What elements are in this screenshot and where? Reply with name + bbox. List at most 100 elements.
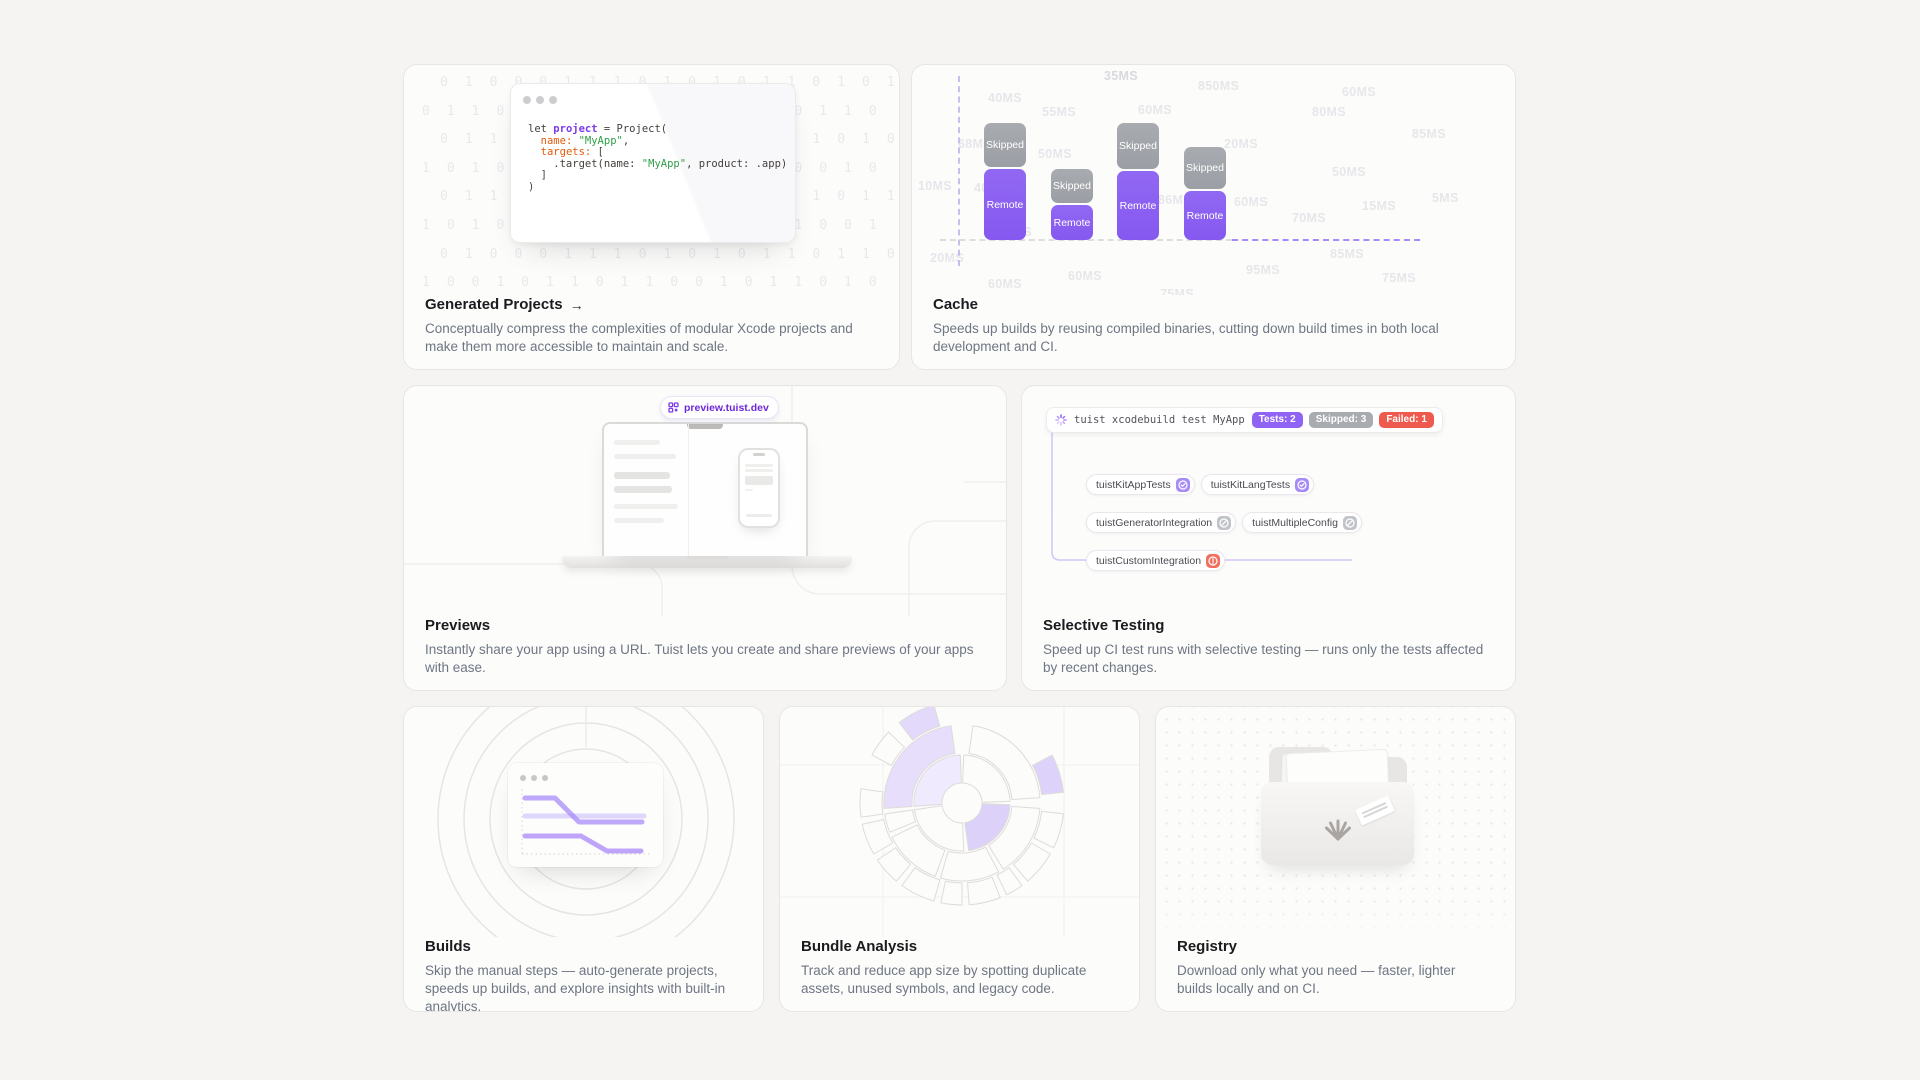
latency-label: 85MS [1412,127,1446,141]
folder-illustration [1261,747,1414,865]
card-description: Track and reduce app size by spotting du… [801,963,1087,996]
latency-label: 40MS [988,91,1022,105]
spinner-icon [1055,414,1067,426]
build-time-step-chart [521,789,650,855]
latency-label: 60MS [988,277,1022,291]
latency-label: 15MS [1362,199,1396,213]
window-controls-icon [523,96,557,104]
tuist-shell-icon [1324,819,1351,841]
window-controls-icon [520,775,548,781]
card-generated-projects[interactable]: 0100011101010110101011010011011010011001… [403,64,900,370]
laptop-screen [602,422,808,556]
latency-label: 35MS [1104,69,1138,83]
test-pill-row: tuistCustomIntegration [1086,550,1226,571]
card-previews[interactable]: preview.tuist.dev Previews Instantly sha… [403,385,1007,691]
test-pill-tuistMultipleConfig: tuistMultipleConfig [1242,512,1362,533]
test-pill-tuistKitLangTests: tuistKitLangTests [1200,474,1315,495]
card-title: Previews [425,617,491,634]
test-pill-tuistGeneratorIntegration: tuistGeneratorIntegration [1086,512,1237,533]
analytics-window [508,763,663,867]
latency-label: 50MS [1332,165,1366,179]
cache-bar: Skipped Remote [1117,65,1159,240]
card-description: Skip the manual steps — auto-generate pr… [425,963,726,1012]
card-registry[interactable]: Registry Download only what you need — f… [1155,706,1516,1012]
card-cache[interactable]: 35MS 850MS 60MS 40MS 55MS 60MS 80MS 68MS 50MS 20M… [911,64,1516,370]
test-pill-tuistKitAppTests: tuistKitAppTests [1086,474,1195,495]
badge-gray: Skipped: 3 [1308,412,1374,428]
latency-label: 5MS [1432,191,1459,205]
latency-label: 95MS [1246,263,1280,277]
latency-label: 68MS [958,137,992,151]
generated-projects-illustration: 0100011101010110101011010011011010011001… [404,65,899,295]
laptop-camera-notch [687,424,723,429]
folder-sticker [1355,795,1395,826]
phone-mockup [738,448,780,528]
command-bar: tuist xcodebuild test MyApp Tests: 2 Skip… [1046,407,1443,433]
latency-label: 75MS [1160,287,1194,295]
card-bundle-analysis[interactable]: Bundle Analysis Track and reduce app siz… [779,706,1140,1012]
bundle-analysis-illustration [780,707,1139,937]
card-title: Registry [1177,938,1238,955]
test-result-badges: Tests: 2 Skipped: 3 Failed: 1 [1251,412,1434,428]
card-description: Instantly share your app using a URL. Tu… [425,642,974,675]
qr-icon [668,402,679,413]
swift-code-snippet: let project = Project( name: "MyApp", ta… [528,123,788,193]
card-description: Download only what you need — faster, li… [1177,963,1456,996]
test-pill-row: tuistGeneratorIntegration tuistMultipleCo… [1086,512,1362,533]
card-description: Speeds up builds by reusing compiled bin… [933,321,1439,354]
registry-illustration [1156,707,1515,939]
cache-illustration: 35MS 850MS 60MS 40MS 55MS 60MS 80MS 68MS 50MS 20M… [912,65,1515,295]
latency-label: 75MS [1382,271,1416,285]
concentric-arcs-background [437,707,735,937]
card-title: Builds [425,938,471,955]
latency-label: 60MS [1138,103,1172,117]
chart-y-axis [958,76,960,266]
latency-label: 20MS [930,251,964,265]
builds-illustration [404,707,763,937]
code-window: let project = Project( name: "MyApp", ta… [510,83,796,243]
chart-x-axis [940,239,1232,241]
latency-label: 10MS [918,179,952,193]
cache-bar: Skipped Remote [1184,65,1226,240]
latency-label: 60MS [1068,269,1102,283]
card-title: Bundle Analysis [801,938,918,955]
selective-testing-illustration: tuist xcodebuild test MyApp Tests: 2 Skip… [1022,386,1515,616]
badge-red: Failed: 1 [1379,412,1434,428]
latency-label: 60MS [1234,195,1268,209]
status-failed-icon [1206,553,1221,568]
latency-label: 86MS [1158,193,1192,207]
laptop-base [562,556,852,568]
status-skipped-icon [1342,515,1357,530]
status-passed-icon [1175,477,1190,492]
card-selective-testing[interactable]: tuist xcodebuild test MyApp Tests: 2 Skip… [1021,385,1516,691]
card-title: Generated Projects [425,296,563,313]
card-description: Speed up CI test runs with selective tes… [1043,642,1484,675]
features-grid: 0100011101010110101011010011011010011001… [403,64,1516,1027]
status-skipped-icon [1217,515,1232,530]
card-title-link[interactable]: Generated Projects → [425,296,878,313]
card-builds[interactable]: Builds Skip the manual steps — auto-gene… [403,706,764,1012]
test-pill-row: tuistKitAppTests tuistKitLangTests [1086,474,1315,495]
latency-label: 70MS [1292,211,1326,225]
latency-label: 85MS [1330,247,1364,261]
preview-url-label: preview.tuist.dev [684,401,769,414]
command-text: tuist xcodebuild test MyApp [1074,414,1245,426]
latency-label: 55MS [1042,105,1076,119]
card-title: Selective Testing [1043,617,1165,634]
status-passed-icon [1295,477,1310,492]
badge-purple: Tests: 2 [1251,412,1303,428]
cache-bar: Skipped Remote [1051,65,1093,240]
card-title: Cache [933,296,979,313]
cache-bar: Skipped Remote [984,65,1026,240]
arrow-right-icon: → [569,296,584,313]
preview-url-badge[interactable]: preview.tuist.dev [660,396,779,419]
latency-label: 20MS [1224,137,1258,151]
card-description: Conceptually compress the complexities o… [425,321,853,354]
latency-label: 80MS [1312,105,1346,119]
sunburst-chart [780,707,1139,937]
tree-connector-line [1051,432,1352,561]
latency-label: 60MS [1342,85,1376,99]
latency-label: 850MS [1198,79,1240,93]
chart-x-axis-accent [1232,239,1420,241]
folder-front [1261,782,1414,865]
